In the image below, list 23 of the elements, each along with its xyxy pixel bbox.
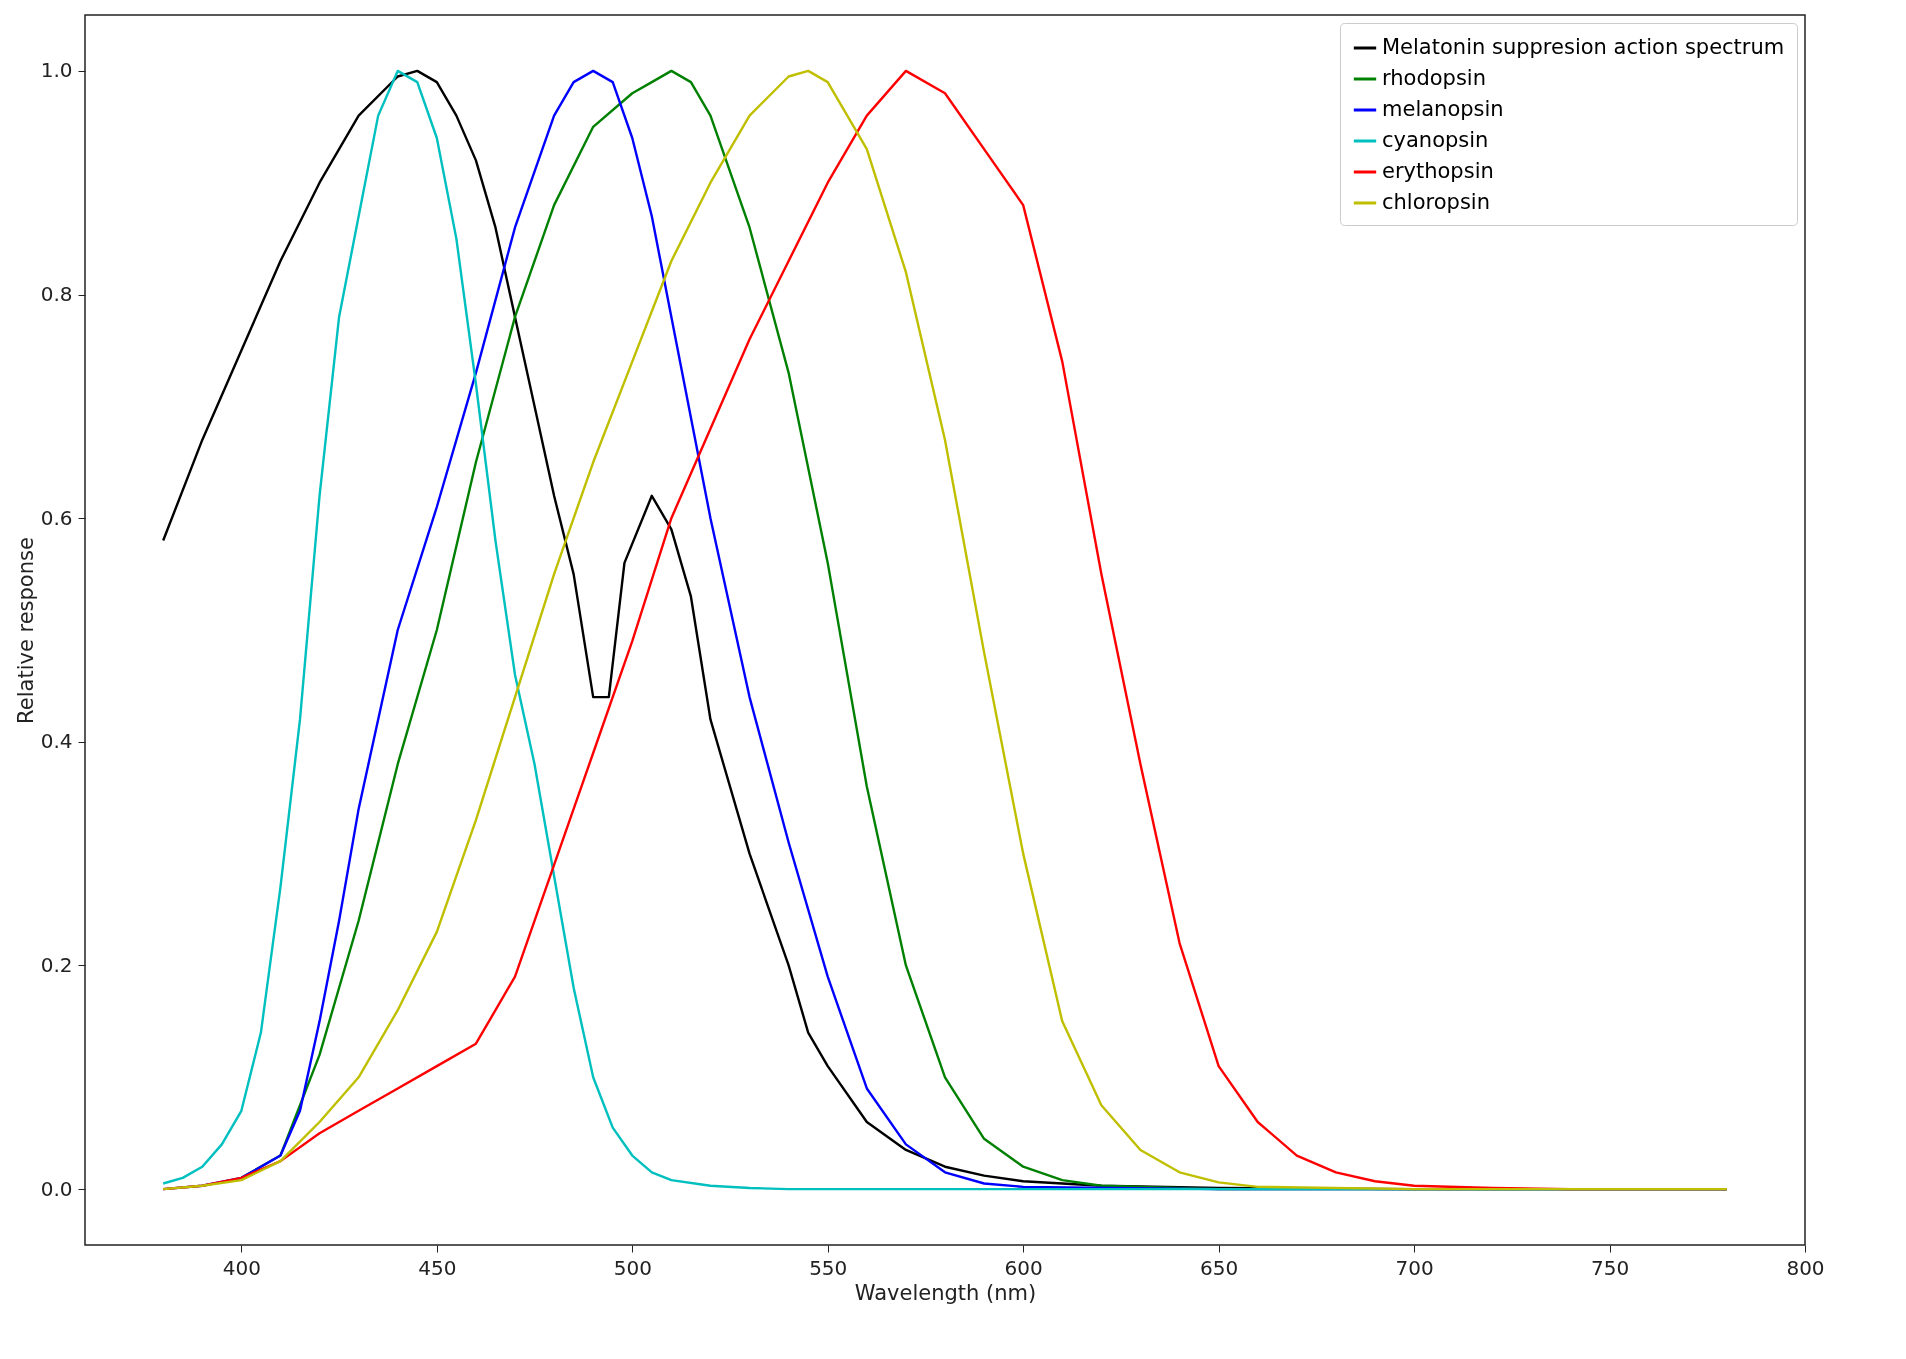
x-tick-label: 450 — [418, 1255, 457, 1280]
legend-label: chloropsin — [1382, 190, 1490, 214]
legend-label: erythopsin — [1382, 159, 1494, 183]
x-tick-label: 700 — [1395, 1255, 1434, 1280]
legend-label: Melatonin suppresion action spectrum — [1382, 35, 1785, 59]
y-tick-label: 1.0 — [40, 58, 73, 83]
x-tick-label: 400 — [222, 1255, 261, 1280]
legend-label: melanopsin — [1382, 97, 1504, 121]
y-tick-label: 0.4 — [40, 729, 73, 754]
legend-label: cyanopsin — [1382, 128, 1489, 152]
legend-label: rhodopsin — [1382, 66, 1487, 90]
y-tick-label: 0.8 — [40, 282, 73, 307]
y-tick-label: 0.0 — [40, 1176, 73, 1201]
y-tick-label: 0.2 — [40, 952, 73, 977]
x-tick-label: 800 — [1786, 1255, 1825, 1280]
x-tick-label: 750 — [1590, 1255, 1630, 1280]
x-tick-label: 600 — [1004, 1255, 1043, 1280]
y-axis-title: Relative response — [13, 537, 38, 724]
x-tick-label: 550 — [809, 1255, 848, 1280]
x-tick-label: 650 — [1200, 1255, 1239, 1280]
y-tick-label: 0.6 — [40, 505, 73, 530]
x-axis-title: Wavelength (nm) — [854, 1280, 1037, 1305]
x-tick-label: 500 — [613, 1255, 652, 1280]
